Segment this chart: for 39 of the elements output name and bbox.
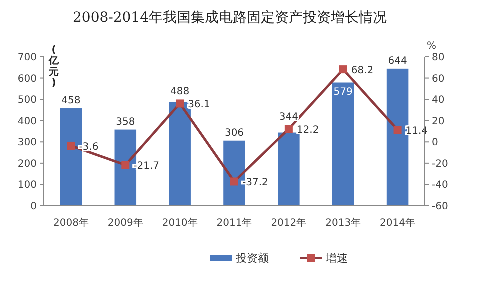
y2-tick-label: 80 [432, 52, 445, 64]
data-label: 344 [279, 112, 298, 124]
bar [278, 132, 300, 206]
y-tick-label: 700 [18, 52, 37, 64]
data-label: 488 [170, 86, 190, 98]
legend-label: 增速 [325, 252, 348, 265]
y2-tick-label: -40 [432, 180, 448, 192]
bar [332, 82, 354, 206]
data-label: 68.2 [351, 66, 374, 77]
x-tick-label: 2014年 [380, 217, 416, 229]
y-tick-label: 400 [18, 116, 37, 128]
data-label: 12.2 [296, 125, 320, 136]
data-label: 579 [334, 86, 353, 98]
y2-tick-label: 60 [432, 74, 445, 85]
y2-tick-label: 40 [432, 95, 445, 106]
legend-label: 投资额 [235, 252, 269, 265]
x-tick-label: 2009年 [108, 217, 144, 229]
y-tick-label: 100 [18, 180, 37, 192]
data-label: 644 [388, 56, 408, 67]
chart-title: 2008-2014年我国集成电路固定资产投资增长情况 [73, 10, 387, 26]
x-tick-label: 2013年 [326, 217, 362, 229]
y2-tick-label: 20 [432, 116, 445, 128]
y2-tick-label: -20 [432, 158, 448, 170]
data-label: 358 [116, 116, 136, 128]
y2-axis-title: % [427, 41, 437, 52]
x-tick-label: 2010年 [162, 217, 198, 229]
x-tick-label: 2008年 [53, 217, 89, 229]
y-tick-label: 200 [18, 158, 37, 170]
y-tick-label: 500 [18, 95, 37, 106]
y-tick-label: 300 [18, 138, 37, 149]
y2-tick-label: 0 [432, 138, 438, 149]
y2-tick-label: -60 [432, 202, 448, 212]
y-tick-label: 600 [18, 74, 37, 85]
x-tick-label: 2012年 [271, 217, 307, 229]
x-tick-label: 2011年 [216, 217, 252, 229]
data-label: 458 [62, 96, 81, 107]
data-label: 306 [224, 128, 244, 139]
y-axis-title: (亿元) [48, 45, 60, 89]
y-tick-label: 0 [30, 202, 37, 212]
